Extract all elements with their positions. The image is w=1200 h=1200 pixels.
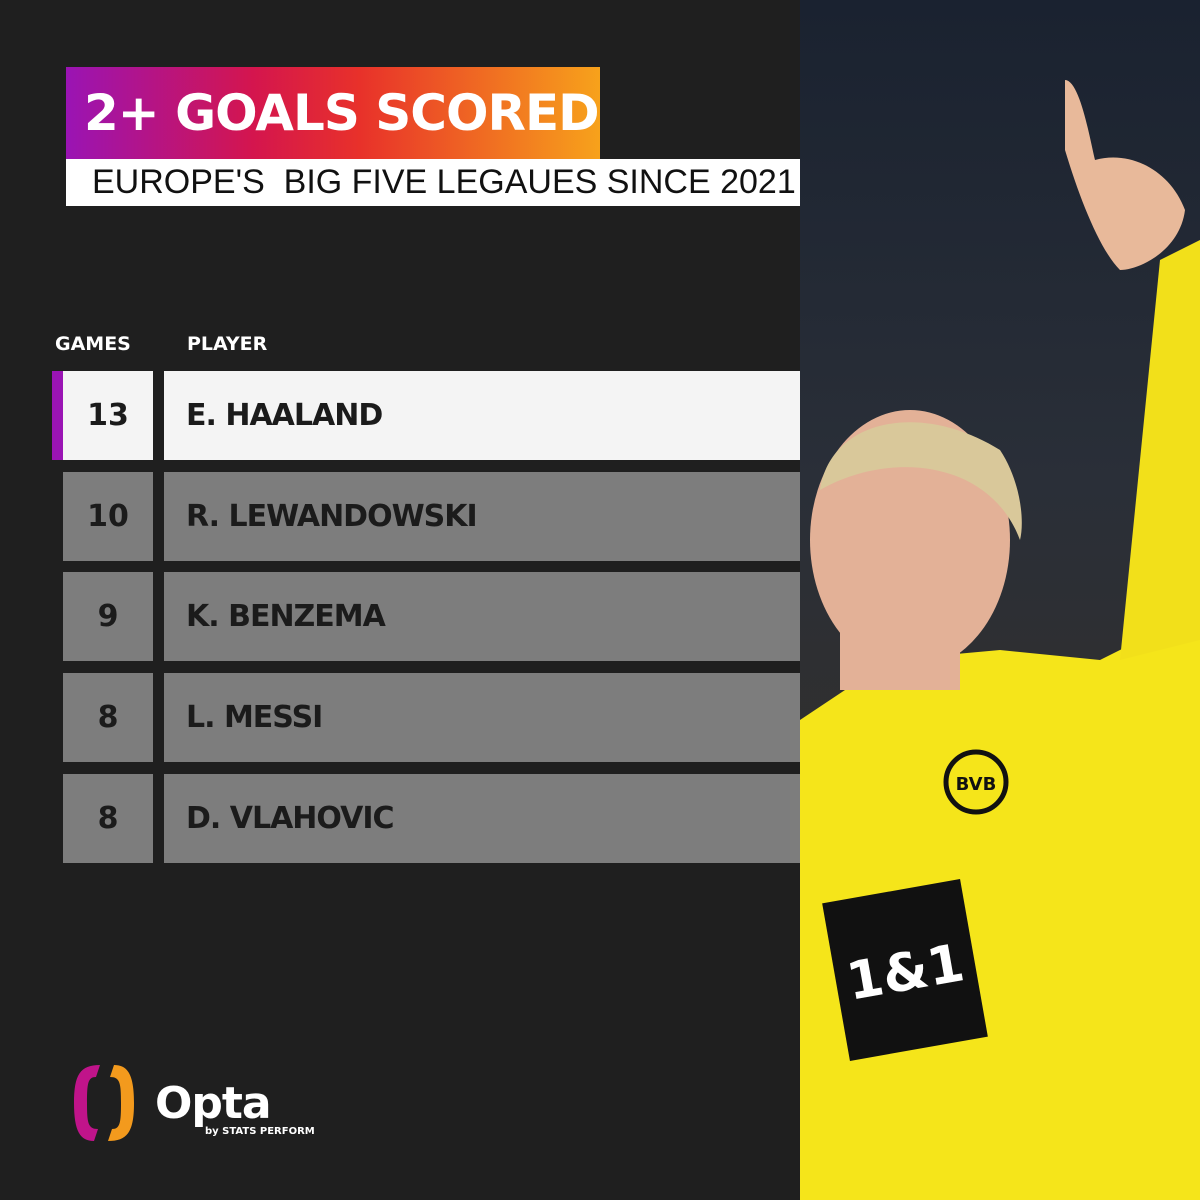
brand-name: Opta xyxy=(155,1078,272,1129)
sponsor-badge: 1&1 xyxy=(822,879,988,1061)
games-cell: 9 xyxy=(63,572,153,661)
highlight-accent xyxy=(52,371,63,460)
player-cell: R. LEWANDOWSKI xyxy=(164,472,800,561)
header-games: GAMES xyxy=(55,333,131,355)
player-cell: L. MESSI xyxy=(164,673,800,762)
player-photo: 1&1 BVB xyxy=(800,0,1200,1200)
games-cell: 10 xyxy=(63,472,153,561)
player-cell: K. BENZEMA xyxy=(164,572,800,661)
brand-tagline: by STATS PERFORM xyxy=(205,1126,315,1137)
player-cell: E. HAALAND xyxy=(164,371,800,460)
page-title: 2+ GOALS SCORED xyxy=(66,67,600,159)
table-row: 8 D. VLAHOVIC xyxy=(52,774,800,863)
table-row: 9 K. BENZEMA xyxy=(52,572,800,661)
games-cell: 8 xyxy=(63,774,153,863)
header-player: PLAYER xyxy=(187,333,268,355)
table-row: 8 L. MESSI xyxy=(52,673,800,762)
table-row: 13 E. HAALAND xyxy=(52,371,800,460)
subtitle: EUROPE'S BIG FIVE LEGAUES SINCE 2021 xyxy=(66,159,815,206)
svg-text:BVB: BVB xyxy=(956,774,997,795)
table-row: 10 R. LEWANDOWSKI xyxy=(52,472,800,561)
opta-logo-icon xyxy=(74,1065,134,1141)
player-cell: D. VLAHOVIC xyxy=(164,774,800,863)
games-cell: 13 xyxy=(63,371,153,460)
games-cell: 8 xyxy=(63,673,153,762)
